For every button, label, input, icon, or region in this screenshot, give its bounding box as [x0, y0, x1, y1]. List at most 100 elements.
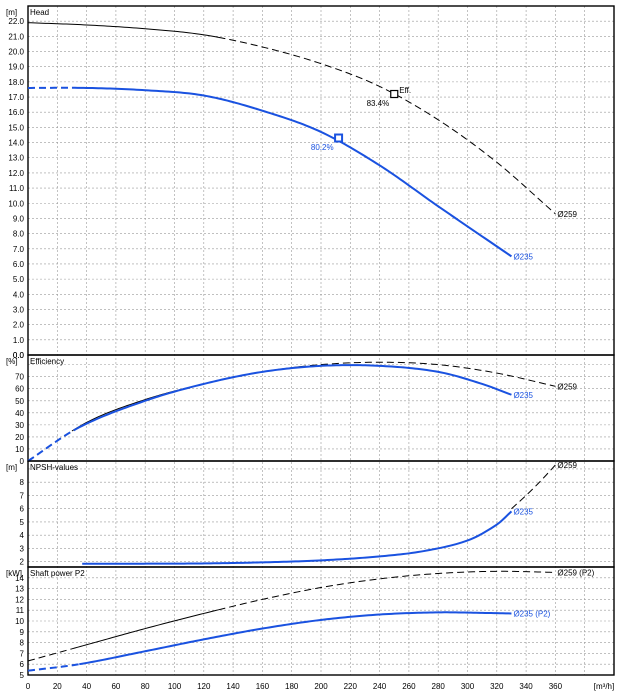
y-tick-label: 60 — [15, 385, 24, 394]
y-tick-label: 11 — [16, 606, 25, 615]
y-tick-label: 1.0 — [13, 336, 25, 345]
y-tick-label: 10 — [15, 445, 24, 454]
y-tick-label: 0.0 — [13, 351, 25, 360]
y-tick-label: 14 — [15, 574, 24, 583]
y-tick-label: 7 — [20, 649, 25, 658]
marker-tag: Eff. — [399, 86, 411, 95]
y-tick-label: 50 — [15, 397, 24, 406]
y-tick-label: 20 — [15, 433, 24, 442]
series-line — [71, 609, 219, 650]
y-tick-label: 7 — [20, 491, 25, 500]
y-tick-label: 0 — [20, 457, 25, 466]
panel-frame — [27, 566, 615, 676]
y-tick-label: 15.0 — [8, 123, 24, 132]
panel-unit: [kW] — [6, 569, 22, 578]
y-tick-label: 4.0 — [13, 290, 25, 299]
x-tick-label: 200 — [314, 682, 328, 691]
x-tick-label: 360 — [549, 682, 563, 691]
x-axis-unit: [m³/h] — [594, 682, 614, 691]
x-tick-label: 40 — [82, 682, 91, 691]
y-tick-label: 20.0 — [8, 48, 24, 57]
y-tick-label: 9.0 — [13, 214, 25, 223]
panel-title: Shaft power P2 — [30, 569, 85, 578]
panel-title: NPSH-values — [30, 463, 78, 472]
y-tick-label: 16.0 — [8, 108, 24, 117]
x-tick-label: 100 — [168, 682, 182, 691]
y-tick-label: 13 — [15, 585, 24, 594]
x-tick-label: 320 — [490, 682, 504, 691]
y-tick-label: 2 — [20, 558, 25, 567]
x-tick-label: 80 — [141, 682, 150, 691]
series-line-dashed — [511, 464, 556, 510]
y-tick-label: 6 — [20, 660, 25, 669]
efficiency-label: 80.2% — [311, 143, 334, 152]
y-tick-label: 6 — [20, 505, 25, 514]
x-tick-label: 300 — [461, 682, 475, 691]
series-label: Ø259 — [557, 382, 577, 391]
y-tick-label: 9 — [20, 628, 25, 637]
x-tick-label: 280 — [432, 682, 446, 691]
series-label: Ø235 (P2) — [513, 609, 550, 618]
series-label: Ø235 — [513, 252, 533, 261]
x-tick-label: 0 — [26, 682, 31, 691]
series-label: Ø235 — [513, 507, 533, 516]
series-line-dashed — [298, 361, 556, 387]
y-tick-label: 18.0 — [8, 78, 24, 87]
y-tick-label: 8 — [20, 478, 25, 487]
y-tick-label: 3 — [20, 544, 25, 553]
y-tick-label: 6.0 — [13, 260, 25, 269]
y-tick-label: 8.0 — [13, 230, 25, 239]
y-tick-label: 4 — [20, 531, 25, 540]
panel-title: Head — [30, 8, 49, 17]
y-tick-label: 12 — [15, 595, 24, 604]
x-tick-label: 220 — [344, 682, 358, 691]
duty-point-marker — [334, 133, 344, 143]
series-line-dashed — [218, 36, 556, 215]
y-tick-label: 30 — [15, 421, 24, 430]
x-tick-label: 160 — [256, 682, 270, 691]
y-tick-label: 5 — [20, 518, 25, 527]
series-label: Ø259 — [557, 461, 577, 470]
series-line — [71, 86, 513, 258]
y-tick-label: 10.0 — [8, 199, 24, 208]
y-tick-label: 17.0 — [8, 93, 24, 102]
x-tick-label: 260 — [402, 682, 416, 691]
y-tick-label: 12.0 — [8, 169, 24, 178]
y-tick-label: 8 — [20, 639, 25, 648]
series-line — [79, 611, 512, 666]
y-tick-label: 22.0 — [8, 17, 24, 26]
panel-unit: [m] — [6, 8, 17, 17]
y-tick-label: 14.0 — [8, 139, 24, 148]
series-label: Ø259 (P2) — [557, 568, 594, 577]
y-tick-label: 70 — [15, 373, 24, 382]
series-line-dashed — [27, 427, 77, 462]
y-tick-label: 10 — [15, 617, 24, 626]
y-tick-label: 2.0 — [13, 321, 25, 330]
y-tick-label: 5 — [20, 671, 25, 680]
panel-unit: [m] — [6, 463, 17, 472]
y-tick-label: 11.0 — [9, 184, 25, 193]
series-line — [82, 510, 513, 565]
duty-point-marker — [390, 89, 399, 99]
series-line-dashed — [27, 648, 73, 662]
y-tick-label: 0.0 — [13, 351, 25, 360]
panel-unit: [%] — [6, 357, 18, 366]
x-tick-label: 140 — [226, 682, 240, 691]
series-label: Ø235 — [513, 391, 533, 400]
series-line-dashed — [27, 663, 80, 672]
x-tick-label: 120 — [197, 682, 211, 691]
y-tick-label: 40 — [15, 409, 24, 418]
y-tick-label: 19.0 — [8, 63, 24, 72]
x-tick-label: 340 — [519, 682, 533, 691]
series-label: Ø259 — [557, 210, 577, 219]
x-tick-label: 240 — [373, 682, 387, 691]
y-tick-label: 7.0 — [13, 245, 25, 254]
x-tick-label: 20 — [53, 682, 62, 691]
series-line — [27, 22, 219, 38]
series-line — [75, 364, 512, 430]
y-tick-label: 3.0 — [13, 305, 25, 314]
y-tick-label: 13.0 — [8, 154, 24, 163]
efficiency-label: 83.4% — [367, 99, 390, 108]
y-tick-label: 5.0 — [13, 275, 25, 284]
